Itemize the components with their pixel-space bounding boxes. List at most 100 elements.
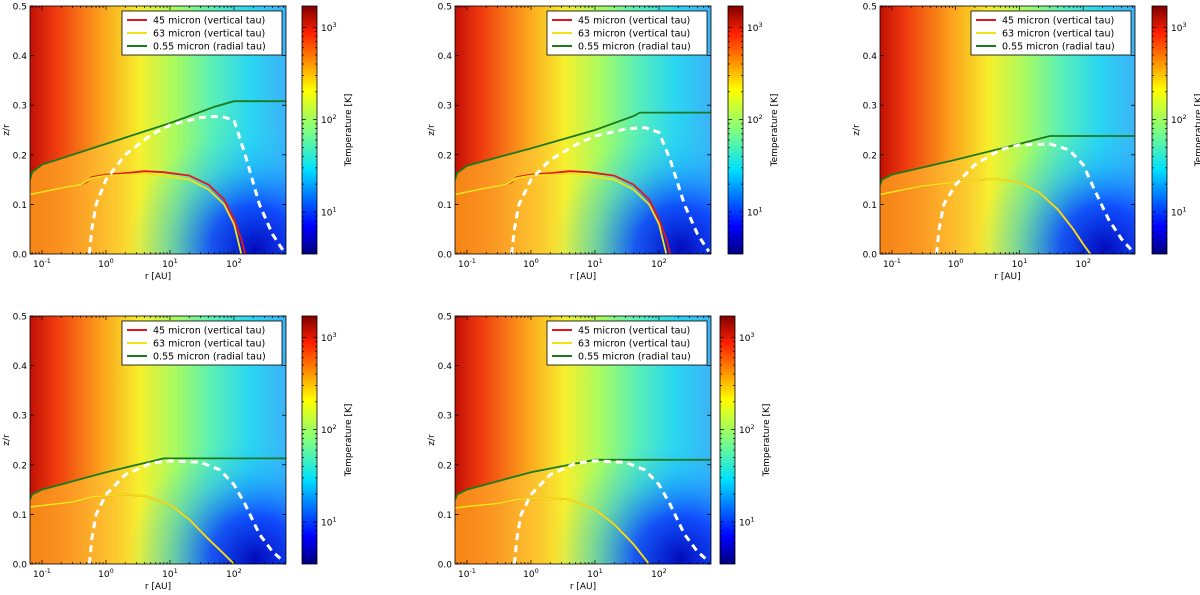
colorbar-label: Temperature [K]	[344, 94, 354, 168]
y-tick-label: 0.4	[438, 362, 453, 372]
x-axis-label: r [AU]	[994, 272, 1020, 282]
x-tick-label: 100	[98, 567, 114, 580]
y-tick-label: 0.2	[863, 151, 877, 161]
legend: 45 micron (vertical tau) 63 micron (verti…	[121, 320, 283, 366]
dashed-boundary-line	[87, 459, 285, 564]
y-tick-label: 0.5	[863, 3, 877, 13]
legend: 45 micron (vertical tau) 63 micron (verti…	[546, 320, 708, 366]
panel-2: 0.0 0.1 0.2 0.3 0.4 0.5 10-1 100 101 102 r [AU] z/r…	[427, 3, 780, 283]
panel-4: 0.0 0.1 0.2 0.3 0.4 0.5 10-1 100 101 102 r [AU] z/r…	[2, 313, 354, 593]
x-tick-label: 101	[162, 567, 178, 580]
y-axis-label: z/r	[2, 124, 12, 136]
colorbar-tick-label: 102	[1171, 113, 1187, 126]
y-tick-label: 0.5	[438, 313, 452, 323]
dashed-boundary-line	[87, 114, 286, 254]
y-axis-label: z/r	[2, 434, 12, 446]
legend: 45 micron (vertical tau) 63 micron (verti…	[121, 10, 283, 56]
x-axis-label: r [AU]	[145, 272, 171, 282]
colorbar: 101 102 103 Temperature [K]	[719, 315, 772, 565]
legend: 45 micron (vertical tau) 63 micron (verti…	[546, 10, 708, 56]
colorbar-tick-label: 102	[321, 423, 337, 436]
plot-frame	[29, 5, 287, 255]
y-tick-label: 0.2	[13, 151, 27, 161]
y-tick-label: 0.2	[438, 461, 452, 471]
colorbar-tick-label: 103	[1171, 21, 1187, 34]
dashed-boundary-line	[512, 459, 710, 564]
y-axis-label: z/r	[427, 434, 437, 446]
x-axis-label: r [AU]	[570, 582, 596, 592]
legend-entry: 63 micron (vertical tau)	[1002, 29, 1114, 40]
colorbar: 101 102 103 Temperature [K]	[301, 5, 354, 255]
x-tick-label: 100	[948, 257, 964, 270]
series-line-3	[30, 100, 286, 180]
x-tick-label: 101	[162, 257, 178, 270]
legend-entry: 0.55 micron (radial tau)	[153, 42, 266, 53]
y-axis-label: z/r	[427, 124, 437, 136]
y-axis-label: z/r	[852, 124, 862, 136]
x-tick-label: 100	[523, 257, 539, 270]
y-tick-label: 0.1	[13, 201, 27, 211]
y-tick-label: 0.1	[13, 511, 27, 521]
x-tick-label: 102	[226, 567, 242, 580]
legend-entry: 63 micron (vertical tau)	[153, 339, 265, 350]
plot-frame	[454, 5, 712, 255]
x-tick-label: 101	[587, 257, 603, 270]
legend-entry: 45 micron (vertical tau)	[153, 16, 265, 27]
y-tick-label: 0.3	[863, 102, 877, 112]
plot-frame	[29, 315, 287, 565]
panel-1: 0.0 0.1 0.2 0.3 0.4 0.5 10-1 100 101 102 r [AU] z/r…	[2, 3, 354, 283]
y-tick-label: 0.2	[438, 151, 452, 161]
colorbar-tick-label: 103	[747, 21, 763, 34]
series-line-2	[880, 178, 1092, 254]
colorbar-label: Temperature [K]	[762, 404, 772, 478]
series-line-2	[30, 172, 243, 254]
x-axis-label: r [AU]	[145, 582, 171, 592]
y-tick-label: 0.4	[13, 362, 28, 372]
x-tick-label: 100	[523, 567, 539, 580]
legend-entry: 0.55 micron (radial tau)	[153, 352, 266, 363]
series-line-3	[455, 111, 711, 180]
series-line-3	[455, 458, 711, 500]
colorbar-tick-label: 102	[739, 423, 755, 436]
y-tick-label: 0.2	[13, 461, 27, 471]
colorbar: 101 102 103 Temperature [K]	[727, 5, 780, 255]
colorbar-tick-label: 101	[1171, 205, 1187, 218]
y-tick-label: 0.0	[438, 561, 453, 571]
colorbar-tick-label: 101	[739, 515, 755, 528]
colorbar-tick-label: 103	[321, 21, 337, 34]
colorbar-tick-label: 101	[747, 205, 763, 218]
y-tick-label: 0.0	[13, 251, 28, 261]
legend-entry: 45 micron (vertical tau)	[153, 326, 265, 337]
colorbar-tick-label: 103	[321, 331, 337, 344]
y-tick-label: 0.5	[13, 3, 27, 13]
x-axis-label: r [AU]	[570, 272, 596, 282]
dashed-boundary-line	[510, 125, 711, 254]
x-tick-label: 10-1	[33, 567, 51, 580]
panel-5: 0.0 0.1 0.2 0.3 0.4 0.5 10-1 100 101 102 r [AU] z/r…	[427, 313, 772, 593]
colorbar-tick-label: 103	[739, 331, 755, 344]
plot-frame	[879, 5, 1136, 255]
y-tick-label: 0.3	[13, 412, 27, 422]
x-tick-label: 10-1	[458, 567, 476, 580]
colorbar-tick-label: 101	[321, 205, 337, 218]
colorbar-tick-label: 102	[321, 113, 337, 126]
y-tick-label: 0.4	[863, 52, 878, 62]
colorbar: 101 102 103 Temperature [K]	[1151, 5, 1200, 255]
y-tick-label: 0.1	[438, 201, 452, 211]
x-tick-label: 100	[98, 257, 114, 270]
x-tick-label: 102	[226, 257, 242, 270]
y-tick-label: 0.1	[438, 511, 452, 521]
x-tick-label: 102	[651, 567, 667, 580]
series-line-2	[455, 172, 668, 254]
y-tick-label: 0.5	[438, 3, 452, 13]
colorbar: 101 102 103 Temperature [K]	[301, 315, 354, 565]
legend: 45 micron (vertical tau) 63 micron (verti…	[970, 10, 1132, 56]
series-line-2	[30, 493, 235, 564]
legend-entry: 45 micron (vertical tau)	[578, 326, 690, 337]
legend-entry: 63 micron (vertical tau)	[578, 339, 690, 350]
y-tick-label: 0.5	[13, 313, 27, 323]
x-tick-label: 10-1	[33, 257, 51, 270]
plot-frame	[454, 315, 712, 565]
y-tick-label: 0.3	[438, 102, 452, 112]
